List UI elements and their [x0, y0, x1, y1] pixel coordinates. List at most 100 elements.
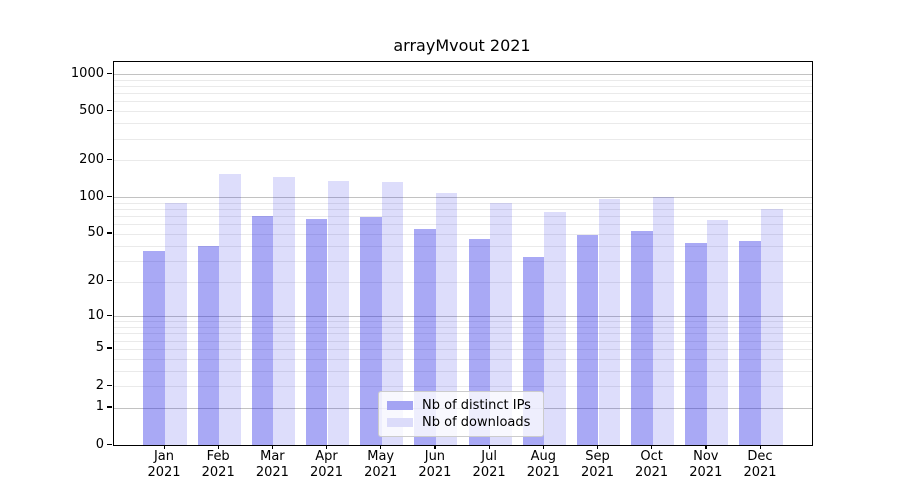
x-tick-year: 2021 — [635, 465, 669, 480]
y-tick-label: 100 — [79, 188, 104, 204]
x-tick-mark — [488, 445, 490, 449]
y-tick-mark — [107, 72, 112, 74]
x-tick-month: Mar — [260, 449, 285, 464]
y-tick-mark — [107, 195, 112, 197]
y-tick-label: 1000 — [70, 65, 104, 81]
y-tick-label: 50 — [87, 225, 104, 241]
y-tick-mark — [107, 443, 112, 445]
minor-gridline — [114, 340, 812, 342]
bar-downloads — [761, 209, 783, 445]
y-tick-mark — [107, 347, 112, 349]
x-tick-label: Sep 2021 — [566, 449, 630, 481]
minor-gridline — [114, 233, 812, 235]
x-tick-mark — [597, 445, 599, 449]
x-tick-label: Dec 2021 — [728, 449, 792, 481]
minor-gridline — [114, 79, 812, 81]
x-tick-year: 2021 — [472, 465, 506, 480]
minor-gridline — [114, 370, 812, 372]
minor-gridline — [114, 209, 812, 210]
bar-downloads — [544, 212, 566, 445]
y-tick-label: 0 — [95, 436, 104, 452]
x-tick-mark — [651, 445, 653, 449]
legend-row-distinct-ips: Nb of distinct IPs — [379, 397, 543, 414]
bar-downloads — [219, 173, 241, 445]
y-tick-label: 10 — [87, 307, 104, 323]
bar-distinct-ips — [576, 234, 599, 445]
bar-downloads — [435, 193, 458, 445]
y-tick-label: 500 — [79, 102, 104, 118]
y-tick-label: 200 — [79, 151, 104, 167]
x-tick-mark — [434, 445, 436, 449]
minor-gridline — [114, 260, 812, 262]
major-gridline — [114, 316, 812, 318]
x-tick-month: Sep — [585, 449, 610, 464]
bar-downloads — [327, 181, 350, 445]
minor-gridline — [114, 321, 812, 323]
x-tick-mark — [326, 445, 328, 449]
bar-distinct-ips — [305, 219, 328, 445]
downloads-label: Nb of downloads — [422, 415, 531, 430]
bar-distinct-ips — [251, 216, 274, 445]
x-tick-year: 2021 — [689, 465, 723, 480]
bar-downloads — [165, 202, 187, 445]
minor-gridline — [114, 386, 812, 387]
bar-downloads — [598, 199, 621, 445]
x-tick-mark — [542, 445, 545, 449]
minor-gridline — [114, 333, 812, 335]
x-tick-label: Oct 2021 — [620, 449, 684, 481]
y-tick-label: 1 — [95, 399, 104, 415]
x-tick-label: Apr 2021 — [295, 449, 359, 481]
minor-gridline — [114, 245, 812, 247]
major-gridline — [114, 74, 812, 75]
chart-title: arrayMvout 2021 — [393, 36, 531, 55]
y-tick-mark — [107, 109, 112, 111]
x-tick-mark — [705, 445, 707, 449]
x-tick-label: Jan 2021 — [132, 449, 196, 481]
y-tick-mark — [107, 384, 112, 386]
bar-distinct-ips — [685, 243, 707, 445]
minor-gridline — [114, 85, 812, 87]
bar-downloads — [706, 220, 729, 445]
legend-row-downloads: Nb of downloads — [379, 414, 543, 431]
x-tick-label: Nov 2021 — [674, 449, 738, 481]
minor-gridline — [114, 224, 812, 226]
x-tick-mark — [163, 445, 165, 449]
y-tick-label: 5 — [95, 340, 104, 356]
x-tick-label: May 2021 — [349, 449, 413, 481]
x-tick-year: 2021 — [147, 465, 181, 480]
bar-distinct-ips — [414, 228, 436, 445]
y-tick-mark — [107, 314, 112, 316]
y-tick-label: 20 — [87, 273, 104, 288]
bar-distinct-ips — [739, 240, 761, 445]
distinct-ips-label: Nb of distinct IPs — [422, 398, 531, 413]
minor-gridline — [114, 358, 812, 360]
distinct-ips-swatch — [387, 401, 413, 410]
minor-gridline — [114, 93, 812, 95]
downloads-swatch — [387, 418, 413, 427]
x-tick-month: Dec — [747, 449, 773, 464]
x-tick-label: Jul 2021 — [457, 449, 521, 481]
bar-downloads — [490, 202, 512, 445]
x-tick-month: Oct — [640, 449, 663, 464]
y-tick-mark — [107, 406, 112, 408]
y-tick-mark — [107, 158, 112, 160]
x-tick-month: Aug — [530, 449, 556, 464]
bar-downloads — [652, 197, 675, 445]
x-tick-label: Jun 2021 — [403, 449, 467, 481]
minor-gridline — [114, 123, 812, 125]
x-tick-mark — [759, 445, 761, 449]
x-tick-year: 2021 — [743, 465, 777, 480]
x-tick-mark — [217, 445, 219, 449]
bar-distinct-ips — [197, 245, 220, 445]
x-tick-year: 2021 — [201, 465, 235, 480]
x-tick-year: 2021 — [526, 465, 560, 480]
minor-gridline — [114, 202, 812, 204]
minor-gridline — [114, 101, 812, 103]
x-tick-year: 2021 — [418, 465, 452, 480]
y-tick-mark — [107, 280, 112, 282]
minor-gridline — [114, 138, 812, 140]
x-tick-month: Nov — [693, 449, 719, 464]
bar-downloads — [381, 181, 404, 445]
x-tick-year: 2021 — [364, 465, 398, 480]
